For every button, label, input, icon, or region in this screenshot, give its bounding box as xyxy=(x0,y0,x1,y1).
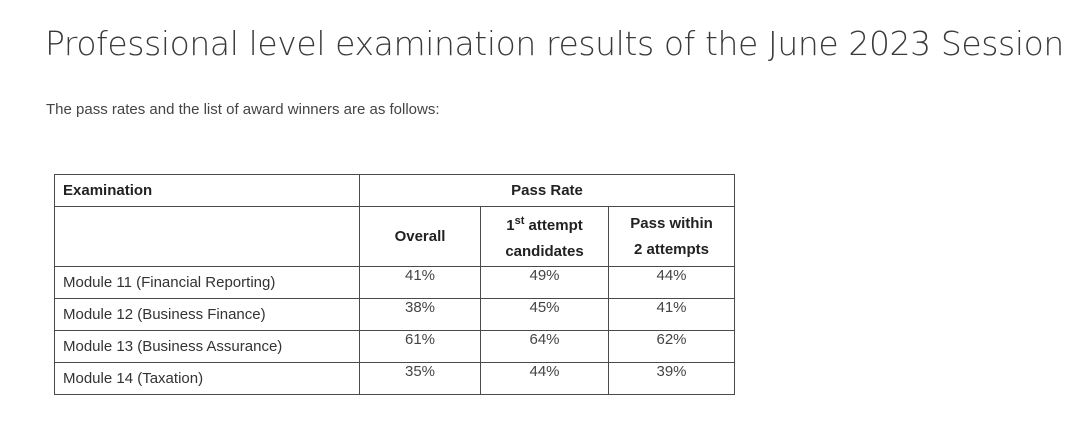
first-attempt-value: 44% xyxy=(480,362,609,395)
within-two-value: 62% xyxy=(607,330,736,363)
within-two-value: 44% xyxy=(607,266,736,299)
page-title: Professional level examination results o… xyxy=(45,24,1064,63)
overall-value: 61% xyxy=(359,330,481,363)
module-name: Module 12 (Business Finance) xyxy=(54,298,360,331)
module-name: Module 13 (Business Assurance) xyxy=(54,330,360,363)
overall-header: Overall xyxy=(359,206,481,267)
intro-text: The pass rates and the list of award win… xyxy=(46,101,440,118)
overall-value: 41% xyxy=(359,266,481,299)
first-attempt-value: 45% xyxy=(480,298,609,331)
table-row: Module 14 (Taxation) 35% 44% 39% xyxy=(54,362,736,395)
module-name: Module 14 (Taxation) xyxy=(54,362,360,395)
within-two-value: 41% xyxy=(607,298,736,331)
table-row: Module 13 (Business Assurance) 61% 64% 6… xyxy=(54,330,736,363)
first-attempt-value: 64% xyxy=(480,330,609,363)
first-attempt-value: 49% xyxy=(480,266,609,299)
first-attempt-ordinal: 1 xyxy=(506,217,515,234)
first-attempt-header: 1st attempt candidates xyxy=(480,206,609,267)
within-two-attempts-header: Pass within 2 attempts xyxy=(607,206,736,267)
examination-header: Examination xyxy=(54,174,360,207)
first-attempt-rest: attempt xyxy=(524,217,583,234)
within-line2: 2 attempts xyxy=(634,240,710,258)
module-name: Module 11 (Financial Reporting) xyxy=(54,266,360,299)
empty-header-cell xyxy=(54,206,360,267)
table-row: Module 11 (Financial Reporting) 41% 49% … xyxy=(54,266,736,299)
within-two-value: 39% xyxy=(607,362,736,395)
table-row: Module 12 (Business Finance) 38% 45% 41% xyxy=(54,298,736,331)
overall-value: 35% xyxy=(359,362,481,395)
first-attempt-sup: st xyxy=(514,215,525,227)
table-subheader-row: Overall 1st attempt candidates Pass with… xyxy=(54,206,736,267)
table-header-row: Examination Pass Rate xyxy=(54,174,736,207)
first-attempt-line2: candidates xyxy=(505,243,584,260)
pass-rate-header: Pass Rate xyxy=(358,174,736,207)
within-line1: Pass within xyxy=(630,214,713,232)
pass-rate-table: Examination Pass Rate Overall 1st attemp… xyxy=(54,174,736,395)
overall-value: 38% xyxy=(359,298,481,331)
